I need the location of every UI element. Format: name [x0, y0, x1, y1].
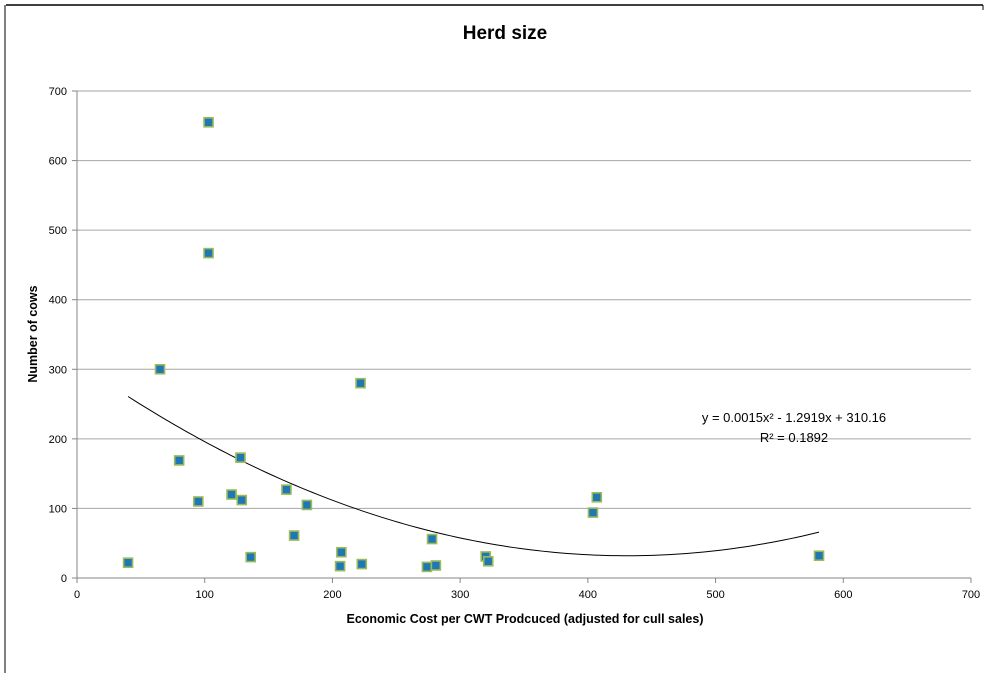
x-tick-label-0: 0: [74, 589, 80, 601]
y-tick-label-100: 100: [49, 503, 67, 515]
y-tick-labels: 0 100 200 300 400 500 600 700: [49, 86, 77, 585]
gridlines: [77, 90, 971, 509]
data-point-22: [587, 507, 599, 518]
data-point-2: [173, 455, 185, 466]
data-point-13: [334, 560, 346, 572]
chart-title: Herd size: [463, 23, 547, 44]
data-point-1: [154, 363, 166, 375]
data-point-0: [122, 557, 134, 568]
y-tick-label-300: 300: [49, 364, 67, 376]
data-point-17: [421, 561, 433, 573]
trendline-r-squared: R² = 0.1892: [760, 430, 828, 445]
x-tick-label-600: 600: [834, 589, 852, 601]
data-point-5: [203, 247, 214, 259]
y-tick-label-200: 200: [49, 434, 67, 446]
data-points: [122, 117, 825, 573]
x-tick-label-500: 500: [706, 589, 724, 601]
data-point-11: [288, 530, 300, 541]
axes: [76, 91, 971, 579]
data-point-14: [336, 546, 347, 558]
y-tick-label-400: 400: [49, 295, 67, 307]
x-tick-label-100: 100: [196, 589, 214, 601]
data-point-10: [281, 484, 292, 495]
x-tick-label-300: 300: [451, 589, 469, 601]
x-tick-labels: 0 100 200 300 400 500 600 700: [74, 578, 980, 601]
data-point-24: [813, 550, 825, 562]
x-axis-title: Economic Cost per CWT Prodcuced (adjuste…: [346, 612, 703, 626]
data-point-6: [226, 489, 237, 500]
data-point-15: [355, 377, 366, 389]
data-point-16: [356, 558, 368, 570]
x-tick-label-700: 700: [962, 589, 980, 601]
data-point-7: [235, 452, 246, 463]
data-point-21: [482, 556, 494, 567]
y-tick-label-600: 600: [49, 156, 67, 168]
data-point-8: [236, 494, 248, 506]
y-tick-label-500: 500: [49, 225, 67, 237]
x-tick-label-400: 400: [579, 589, 597, 601]
data-point-18: [426, 533, 438, 545]
data-point-4: [203, 117, 214, 128]
y-axis-title: Number of cows: [26, 285, 40, 382]
y-tick-label-700: 700: [49, 86, 67, 98]
data-point-3: [193, 496, 204, 507]
trendline-equation: y = 0.0015x² - 1.2919x + 310.16: [702, 410, 886, 425]
data-point-19: [430, 560, 442, 571]
y-tick-label-0: 0: [61, 573, 67, 585]
data-point-9: [245, 551, 256, 563]
x-tick-label-200: 200: [323, 589, 341, 601]
data-point-23: [591, 491, 603, 503]
data-point-12: [301, 499, 313, 511]
